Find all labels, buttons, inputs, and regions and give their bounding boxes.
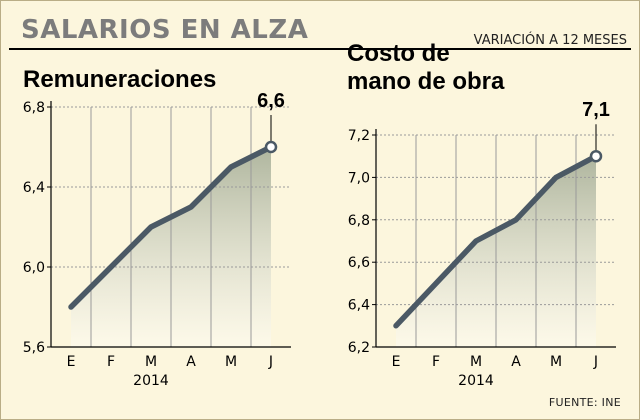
chart-title-line: mano de obra — [347, 68, 505, 95]
x-tick-label: J — [268, 354, 273, 370]
y-tick-label: 6,6 — [348, 255, 370, 271]
series-line — [393, 153, 599, 329]
last-point-marker — [589, 149, 603, 163]
header-rule — [9, 48, 631, 50]
y-tick-label: 6,8 — [348, 213, 370, 229]
chart-title: Costo de mano de obra — [347, 40, 505, 95]
last-value-label: 7,1 — [582, 99, 610, 121]
series-line — [68, 144, 274, 310]
y-tick-label: 6,8 — [23, 100, 45, 116]
x-tick-label: A — [511, 354, 521, 370]
y-tick-label: 6,2 — [348, 340, 370, 356]
x-tick-label: M — [550, 354, 562, 370]
y-tick-label: 6,4 — [23, 180, 45, 196]
source-note: FUENTE: INE — [548, 396, 621, 409]
chart-title-line: Costo de — [347, 40, 450, 67]
y-tick-label: 5,6 — [23, 340, 45, 356]
y-tick-label: 7,0 — [348, 170, 370, 186]
chart-remuneraciones: Remuneraciones 5,6 6,0 6,4 6,8 E F M A M J 2014 6,6 — [23, 66, 291, 389]
y-tick-label: 6,0 — [23, 260, 45, 276]
x-tick-label: M — [145, 354, 157, 370]
x-axis-label: 2014 — [458, 373, 494, 389]
last-value-label: 6,6 — [257, 90, 285, 112]
x-axis-label: 2014 — [133, 373, 169, 389]
header: SALARIOS EN ALZA VARIACIÓN A 12 MESES — [9, 7, 631, 50]
chart-costo-mano-de-obra: Costo de mano de obra 6,2 6,4 6,6 6,8 7,0 7,2 E F… — [347, 40, 616, 389]
x-tick-label: E — [392, 354, 401, 370]
x-tick-label: A — [186, 354, 196, 370]
y-tick-label: 6,4 — [348, 298, 370, 314]
chart-title: Remuneraciones — [23, 66, 216, 93]
header-title: SALARIOS EN ALZA — [21, 15, 309, 45]
x-tick-label: J — [593, 354, 598, 370]
x-tick-label: M — [470, 354, 482, 370]
x-tick-label: E — [67, 354, 76, 370]
header-subtitle: VARIACIÓN A 12 MESES — [473, 33, 627, 48]
y-tick-label: 7,2 — [348, 128, 370, 144]
last-point-marker — [264, 140, 278, 154]
x-tick-label: M — [225, 354, 237, 370]
chart-title-line: Remuneraciones — [23, 66, 216, 93]
x-tick-label: F — [107, 354, 115, 370]
x-tick-label: F — [432, 354, 440, 370]
